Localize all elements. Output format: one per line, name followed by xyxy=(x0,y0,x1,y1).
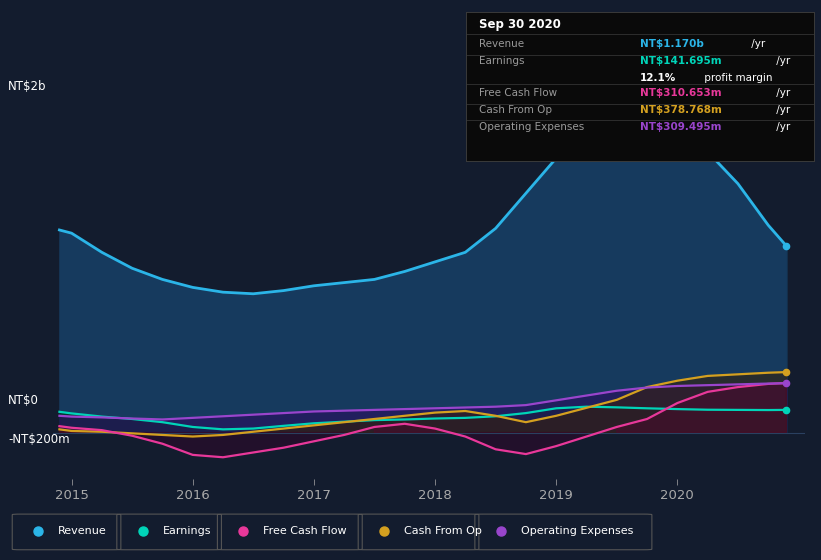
Text: Free Cash Flow: Free Cash Flow xyxy=(264,526,347,535)
Text: /yr: /yr xyxy=(773,122,790,132)
Text: /yr: /yr xyxy=(773,105,790,115)
Text: NT$310.653m: NT$310.653m xyxy=(640,88,722,98)
Text: NT$141.695m: NT$141.695m xyxy=(640,57,722,66)
Text: 12.1%: 12.1% xyxy=(640,73,677,83)
Text: /yr: /yr xyxy=(773,88,790,98)
Text: NT$309.495m: NT$309.495m xyxy=(640,122,722,132)
Text: /yr: /yr xyxy=(773,57,790,66)
Text: Cash From Op: Cash From Op xyxy=(404,526,482,535)
Text: NT$0: NT$0 xyxy=(8,394,39,407)
Text: NT$1.170b: NT$1.170b xyxy=(640,39,704,49)
Text: /yr: /yr xyxy=(748,39,765,49)
Text: Revenue: Revenue xyxy=(58,526,107,535)
Text: profit margin: profit margin xyxy=(701,73,773,83)
Text: Cash From Op: Cash From Op xyxy=(479,105,553,115)
Text: Operating Expenses: Operating Expenses xyxy=(521,526,633,535)
Text: NT$378.768m: NT$378.768m xyxy=(640,105,722,115)
Text: NT$2b: NT$2b xyxy=(8,80,47,94)
Text: -NT$200m: -NT$200m xyxy=(8,433,70,446)
Text: Sep 30 2020: Sep 30 2020 xyxy=(479,18,562,31)
Text: Revenue: Revenue xyxy=(479,39,525,49)
Text: Free Cash Flow: Free Cash Flow xyxy=(479,88,557,98)
Text: Operating Expenses: Operating Expenses xyxy=(479,122,585,132)
Text: Earnings: Earnings xyxy=(479,57,525,66)
Text: Earnings: Earnings xyxy=(163,526,211,535)
